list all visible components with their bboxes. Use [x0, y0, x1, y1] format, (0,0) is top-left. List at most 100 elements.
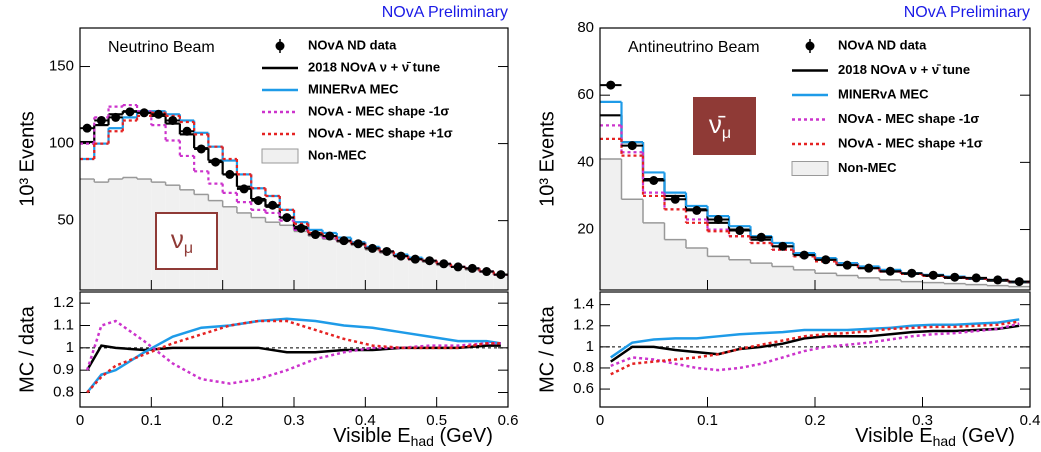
- neutrino-letter: ν̄: [709, 109, 726, 139]
- non-mec-bar: [707, 256, 729, 290]
- non-mec-bar: [436, 265, 451, 290]
- y-tick-label: 100: [49, 135, 74, 152]
- x-axis-label-main: Visible E: [333, 425, 410, 447]
- data-point: [778, 241, 788, 251]
- x-tick-label: 0.4: [355, 412, 376, 429]
- non-mec-bar: [944, 283, 966, 290]
- data-point: [993, 275, 1003, 285]
- plot-frame: [599, 291, 1031, 408]
- data-point: [482, 267, 492, 277]
- legend-swatch: [805, 41, 815, 51]
- non-mec-bar: [987, 285, 1009, 290]
- non-mec-bar: [251, 217, 266, 290]
- x-axis-label-sub: had: [933, 433, 956, 449]
- data-point: [928, 270, 938, 280]
- non-mec-bar: [729, 259, 751, 290]
- neutrino-letter: ν: [171, 224, 184, 254]
- y-axis-label: MC / data: [16, 305, 38, 393]
- beam-label: Neutrino Beam: [108, 39, 215, 56]
- data-point: [353, 239, 363, 249]
- neutrino-symbol: νμ: [171, 224, 193, 257]
- data-point: [296, 223, 306, 233]
- non-mec-bar: [600, 159, 622, 290]
- data-point: [670, 194, 680, 204]
- non-mec-bar: [351, 245, 366, 290]
- x-tick-label: 0.4: [1020, 412, 1041, 429]
- non-mec-bar: [322, 239, 337, 290]
- preliminary-label: NOvA Preliminary: [382, 4, 508, 21]
- data-point: [842, 260, 852, 270]
- data-point: [168, 115, 178, 125]
- beam-label: Antineutrino Beam: [628, 39, 760, 56]
- plot-frame: [599, 27, 1031, 291]
- non-mec-bar: [222, 206, 237, 290]
- non-mec-bar: [122, 177, 138, 290]
- data-point: [310, 230, 320, 240]
- legend-label: 2018 NOvA ν + ν̄ tune: [308, 59, 440, 74]
- plot-frame: [79, 291, 509, 408]
- non-mec-bar: [450, 266, 466, 290]
- x-tick-label: 0.2: [805, 412, 826, 429]
- data-point: [268, 200, 278, 210]
- non-mec-bar: [1008, 286, 1030, 290]
- legend-label: NOvA ND data: [308, 37, 397, 52]
- data-point: [950, 272, 960, 282]
- legend-label: NOvA - MEC shape +1σ: [838, 135, 983, 150]
- non-mec-bar: [393, 256, 409, 290]
- data-point: [239, 184, 249, 194]
- legend-label: NOvA - MEC shape +1σ: [308, 125, 453, 140]
- plot-frame: [79, 27, 509, 291]
- y-tick-label: 0.8: [53, 383, 74, 400]
- non-mec-bar: [621, 199, 643, 290]
- y-tick-label: 1.2: [53, 294, 74, 311]
- legend-label: NOvA - MEC shape -1σ: [838, 111, 979, 126]
- non-mec-bar: [137, 179, 152, 290]
- non-mec-bar: [336, 242, 352, 290]
- y-tick-label: 0.9: [53, 361, 74, 378]
- x-tick-label: 0.6: [498, 412, 519, 429]
- y-axis-label: 10³ Events: [16, 111, 38, 207]
- neutrino-flavor: μ: [722, 125, 731, 142]
- data-point: [885, 266, 895, 276]
- y-tick-label: 150: [49, 57, 74, 74]
- non-mec-bar: [815, 273, 837, 290]
- neutrino-box: [155, 212, 218, 270]
- data-point: [692, 205, 702, 215]
- x-tick-label: 0.3: [284, 412, 305, 429]
- non-mec-bar: [408, 259, 423, 290]
- data-point: [339, 236, 349, 246]
- ratio-line: [85, 319, 501, 385]
- x-axis-label: Visible Ehad (GeV): [855, 425, 1015, 448]
- data-point: [367, 243, 377, 253]
- non-mec-bar: [94, 182, 109, 290]
- non-mec-bar: [308, 236, 323, 290]
- data-point: [196, 144, 206, 154]
- preliminary-label: NOvA Preliminary: [904, 4, 1030, 21]
- legend-swatch: [275, 41, 285, 51]
- data-point: [649, 175, 659, 185]
- legend-label: NOvA ND data: [838, 37, 927, 52]
- non-mec-bar: [236, 212, 252, 290]
- y-tick-label: 0.6: [573, 380, 594, 397]
- y-tick-label: 1.4: [573, 296, 594, 313]
- legend-label: MINERvA MEC: [838, 86, 929, 101]
- neutrino-symbol: ν̄μ: [709, 109, 731, 142]
- non-mec-bar: [465, 269, 480, 290]
- legend-label: Non-MEC: [308, 147, 367, 162]
- x-axis-label-main: Visible E: [855, 425, 932, 447]
- data-point: [282, 213, 292, 223]
- y-axis-label: 10³ Events: [536, 111, 558, 207]
- data-point: [153, 109, 163, 119]
- x-axis-label-sub: had: [411, 433, 434, 449]
- data-point: [425, 256, 435, 266]
- x-tick-label: 0: [596, 412, 604, 429]
- data-point: [111, 112, 121, 122]
- data-point: [96, 115, 106, 125]
- y-tick-label: 50: [57, 212, 74, 229]
- y-tick-label: 1.1: [53, 316, 74, 333]
- data-point: [799, 250, 809, 260]
- y-tick-label: 0.8: [573, 359, 594, 376]
- legend-swatch: [261, 148, 299, 164]
- data-point: [713, 214, 723, 224]
